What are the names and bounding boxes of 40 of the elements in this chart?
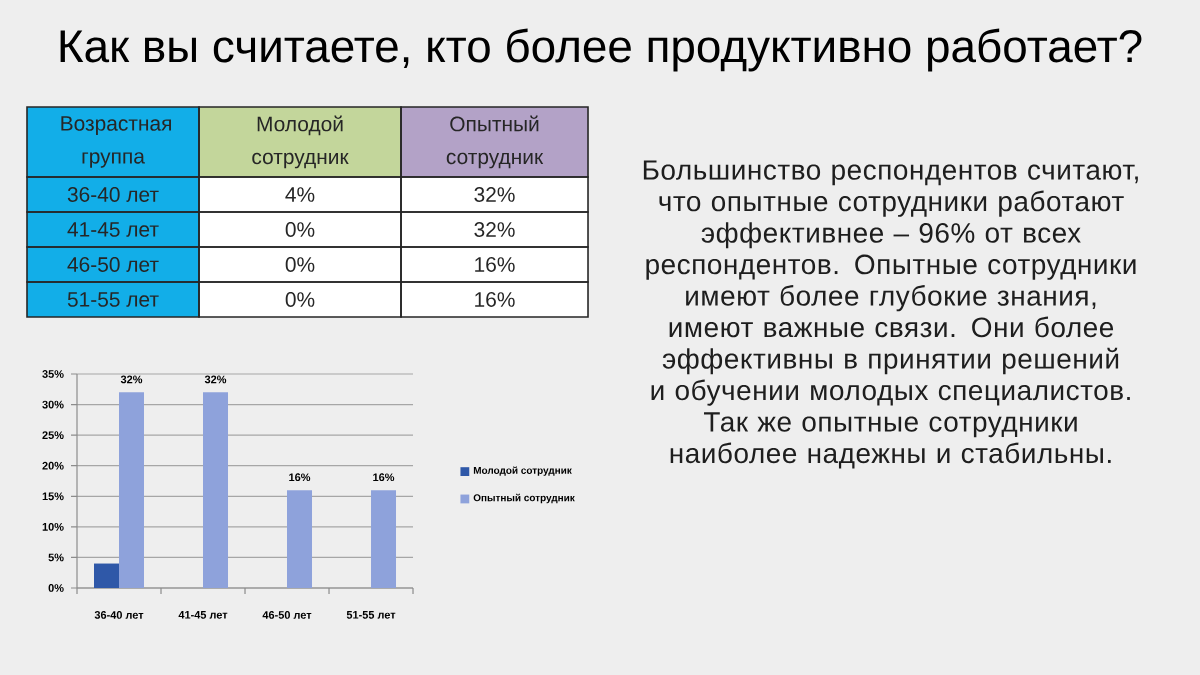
text: 41-45 лет bbox=[67, 222, 159, 237]
y-tick-label: 25% bbox=[42, 431, 64, 439]
y-tick-label: 0% bbox=[48, 584, 64, 592]
x-tick-label: 51-55 лет bbox=[346, 611, 396, 619]
bar bbox=[371, 490, 397, 588]
y-tick-label: 20% bbox=[42, 461, 64, 470]
bar bbox=[203, 392, 229, 588]
data-label: 16% bbox=[373, 473, 395, 482]
text: Возрастная группа bbox=[61, 116, 171, 168]
y-tick-label: 5% bbox=[48, 553, 64, 562]
legend-label: Опытный сотрудник bbox=[473, 493, 575, 504]
x-tick-label: 36-40 лет bbox=[94, 611, 144, 619]
text: 32% bbox=[474, 187, 515, 202]
data-label: 16% bbox=[289, 473, 311, 482]
y-tick-label: 30% bbox=[42, 400, 64, 409]
text: 0% bbox=[285, 292, 315, 307]
bar bbox=[119, 392, 145, 588]
y-tick-label: 10% bbox=[42, 522, 64, 531]
text: Молодой сотрудник bbox=[252, 115, 349, 169]
data-label: 32% bbox=[204, 375, 227, 384]
bar bbox=[94, 563, 120, 588]
text: 4% bbox=[285, 187, 315, 202]
text: 16% bbox=[475, 292, 515, 307]
x-tick-label: 46-50 лет bbox=[262, 611, 312, 619]
y-tick-label: 35% bbox=[42, 370, 64, 378]
text: 16% bbox=[475, 257, 515, 272]
text: 46-50 лет bbox=[67, 257, 159, 272]
text: 51-55 лет bbox=[67, 292, 159, 307]
text: 36-40 лет bbox=[67, 187, 159, 202]
text: 0% bbox=[285, 222, 315, 237]
legend-label: Молодой сотрудник bbox=[473, 466, 572, 476]
bar bbox=[287, 490, 313, 588]
text: Большинство респондентов считают, что опытные сотрудники работают эффективнее – 96% от всех респондентов. Опытные сотрудники имеют более глубокие знания, имеют важные связи. Они более эффективны в принятии решений и обучении молодых специалистов. Так же опытные сотрудники наиболее надежны и стабильны. bbox=[643, 160, 1138, 469]
text: 32% bbox=[474, 222, 515, 237]
data-label: 32% bbox=[120, 375, 143, 384]
text: Как вы считаете, кто более продуктивно работает? bbox=[60, 28, 1142, 72]
text: 0% bbox=[285, 257, 315, 272]
text: Опытный сотрудник bbox=[446, 115, 544, 169]
y-tick-label: 15% bbox=[42, 492, 64, 501]
x-tick-label: 41-45 лет bbox=[178, 611, 228, 619]
